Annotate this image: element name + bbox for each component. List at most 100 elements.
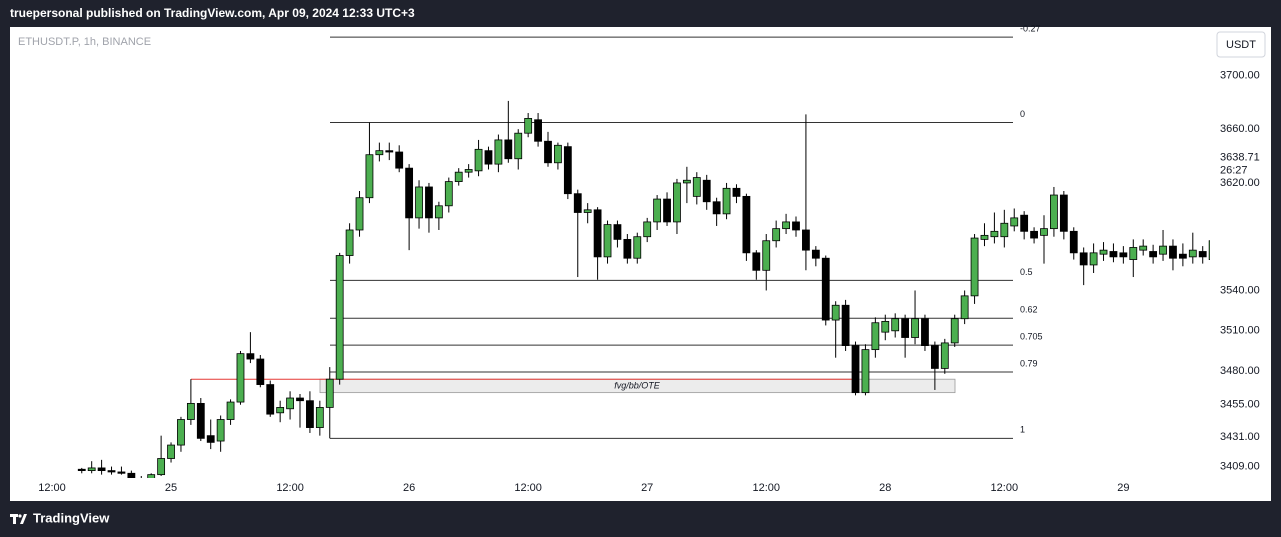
candle-body (1069, 230, 1078, 254)
candle-body (395, 151, 404, 169)
x-tick-label: 26 (403, 482, 415, 494)
candle-body (544, 140, 552, 164)
price-axis: 3409.00 3431.00 3455.00 3480.00 3510.00 3540.… (1212, 69, 1270, 472)
candle-body (563, 146, 572, 195)
candle-body (1089, 252, 1098, 266)
x-tick-label: 25 (165, 482, 177, 494)
candle-body (494, 139, 503, 165)
candle-body (673, 182, 681, 223)
y-tick-label: 3620.00 (1220, 177, 1260, 189)
candle-body (643, 221, 652, 238)
candle-body (940, 342, 949, 369)
candle-body (306, 400, 314, 428)
currency-label[interactable]: USDT (1226, 39, 1256, 51)
candle-body (1178, 253, 1187, 259)
last-price: 3638.71 (1220, 152, 1260, 164)
candle-body (841, 304, 850, 346)
candle-body (325, 378, 334, 408)
candle-body (335, 255, 344, 380)
candle-body (1149, 251, 1158, 258)
candle-body (950, 318, 959, 344)
candle-body (811, 249, 820, 259)
candle-body (1010, 217, 1019, 227)
candle-body (1188, 249, 1197, 258)
candle-body (177, 419, 185, 446)
candle-body (117, 471, 126, 474)
candle-body (792, 221, 800, 231)
candle-body (633, 236, 642, 259)
fib-label: 0 (1020, 109, 1025, 119)
y-tick-label: 3455.00 (1220, 399, 1260, 411)
candle-body (831, 304, 840, 321)
candle-body (692, 177, 701, 197)
candle-body (802, 229, 810, 251)
candle-body (315, 407, 324, 428)
candle-body (851, 345, 860, 394)
candle-body (474, 148, 483, 172)
candle-body (167, 444, 175, 459)
symbol-label: ETHUSDT.P, 1h, BINANCE (18, 36, 151, 48)
candle-body (375, 150, 384, 156)
candle-body (385, 150, 394, 153)
candle-body (554, 144, 562, 164)
publish-header: truepersonal published on TradingView.co… (10, 6, 415, 20)
candle-body (861, 349, 870, 394)
candle-body (514, 132, 523, 160)
candle-body (365, 154, 374, 199)
candle-body (782, 221, 790, 230)
fib-label: 0.705 (1020, 332, 1043, 342)
candle-body (454, 171, 463, 182)
candle-body (524, 118, 533, 134)
candle-body (504, 139, 513, 160)
x-tick-label: 12:00 (276, 482, 304, 494)
candle-body (921, 318, 929, 346)
candle-body (772, 228, 781, 242)
candle-body (87, 467, 96, 472)
x-tick-label: 27 (641, 482, 653, 494)
candle-body (970, 237, 979, 297)
candle-body (405, 167, 414, 219)
candle-body (296, 397, 304, 402)
candle-body (960, 295, 969, 320)
candle-body (266, 384, 275, 415)
candle-body (107, 470, 116, 473)
x-tick-label: 12:00 (991, 482, 1019, 494)
candle-body (613, 224, 622, 240)
x-tick-label: 12:00 (38, 482, 66, 494)
candle-body (911, 318, 919, 338)
candle-body (425, 186, 433, 219)
zone-label: fvg/bb/OTE (614, 380, 661, 390)
candle-body (881, 320, 890, 333)
y-tick-label: 3540.00 (1220, 284, 1260, 296)
candle-body (196, 402, 205, 439)
candle-body (276, 407, 285, 414)
candle-body (157, 458, 166, 476)
candle-body (1159, 245, 1167, 255)
candle-body (722, 187, 731, 215)
candle-body (97, 467, 106, 472)
candle-body (682, 179, 691, 184)
candle-body (226, 401, 235, 420)
candle-body (663, 198, 671, 223)
candle-body (1099, 249, 1108, 255)
candle-body (147, 474, 156, 478)
candle-body (742, 195, 751, 254)
y-tick-label: 3660.00 (1220, 123, 1260, 135)
candle-body (127, 472, 136, 478)
candle-body (712, 201, 721, 215)
candle-body (345, 229, 354, 256)
currency-button[interactable] (1216, 31, 1266, 58)
candle-body (1208, 240, 1210, 260)
candle-body (901, 318, 910, 338)
x-tick-label: 12:00 (514, 482, 542, 494)
candle-body (434, 205, 443, 219)
candle-body (186, 402, 195, 420)
fib-label: 0.79 (1020, 358, 1038, 368)
candle-body (534, 119, 542, 142)
candle-body (355, 197, 364, 231)
candle-body (1198, 251, 1207, 258)
candle-body (1109, 251, 1118, 258)
y-tick-label: 3480.00 (1220, 365, 1260, 377)
y-tick-label: 3510.00 (1220, 325, 1260, 337)
